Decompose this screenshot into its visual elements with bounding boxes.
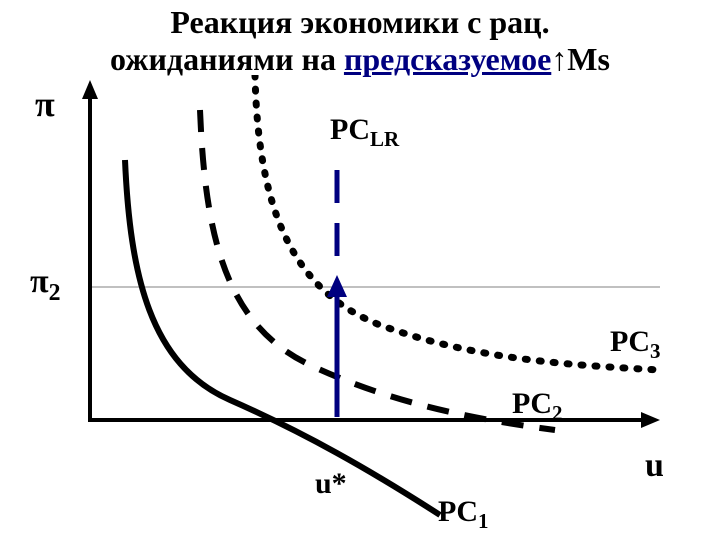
pc-lr-label: PCLR [330, 113, 399, 152]
x-axis [88, 412, 660, 428]
pc2-label: PC2 [512, 387, 563, 426]
pc2-curve [200, 110, 555, 430]
title-arrow-up: ↑ [551, 41, 567, 77]
pc3-curve [255, 75, 660, 370]
x-axis-label-u: u [645, 447, 664, 485]
u-star-label: u* [315, 467, 347, 501]
y-axis [82, 80, 98, 420]
pc-lr-vertical [327, 170, 347, 417]
pi2-label: π2 [30, 263, 61, 307]
pc1-curve [125, 160, 440, 515]
pc3-label: PC3 [610, 325, 661, 364]
pc1-label: PC1 [438, 495, 489, 534]
title-ms: Ms [567, 41, 610, 77]
title-underlined: предсказуемое [344, 41, 551, 77]
y-axis-label-pi: π [35, 83, 55, 125]
title-line2a: ожиданиями на [110, 41, 344, 77]
diagram-title: Реакция экономики с рац. ожиданиями на п… [0, 4, 720, 78]
title-line1: Реакция экономики с рац. [170, 4, 549, 40]
phillips-curve-diagram: π π2 u u* PCLR PC1 PC2 PC3 [0, 75, 720, 540]
